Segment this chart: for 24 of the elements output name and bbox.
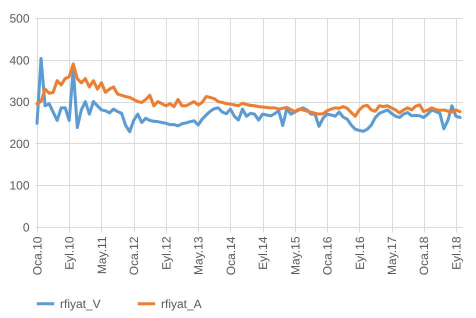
x-tick-label: Oca.10 bbox=[30, 236, 45, 276]
y-tick-label: 400 bbox=[9, 53, 30, 68]
x-tick-label: Eyl.12 bbox=[159, 236, 174, 270]
y-tick-label: 200 bbox=[9, 136, 30, 151]
x-tick-label: May.11 bbox=[94, 236, 109, 274]
line-series bbox=[36, 57, 462, 134]
legend-label: rfiyat_V bbox=[60, 296, 101, 311]
y-tick-label: 0 bbox=[22, 220, 30, 234]
x-tick-label: Oca.16 bbox=[320, 236, 335, 276]
y-tick-label: 100 bbox=[9, 178, 30, 193]
line-series bbox=[36, 62, 462, 118]
y-tick-label: 500 bbox=[9, 12, 30, 26]
x-tick-label: Eyl.16 bbox=[352, 236, 367, 270]
x-tick-label: Oca.12 bbox=[127, 236, 142, 276]
x-tick-label: May.17 bbox=[385, 236, 400, 275]
x-tick-label: Eyl.10 bbox=[62, 236, 77, 270]
x-tick-label: Eyl.14 bbox=[256, 236, 270, 270]
x-tick-label: Eyl.18 bbox=[449, 236, 464, 270]
legend-label: rfiyat_A bbox=[161, 296, 202, 311]
x-tick-label: Oca.14 bbox=[224, 236, 238, 276]
y-tick-label: 300 bbox=[9, 95, 30, 110]
x-tick-label: May.15 bbox=[288, 236, 302, 275]
x-tick-label: May.13 bbox=[192, 236, 206, 275]
x-tick-label: Oca.18 bbox=[417, 236, 432, 276]
